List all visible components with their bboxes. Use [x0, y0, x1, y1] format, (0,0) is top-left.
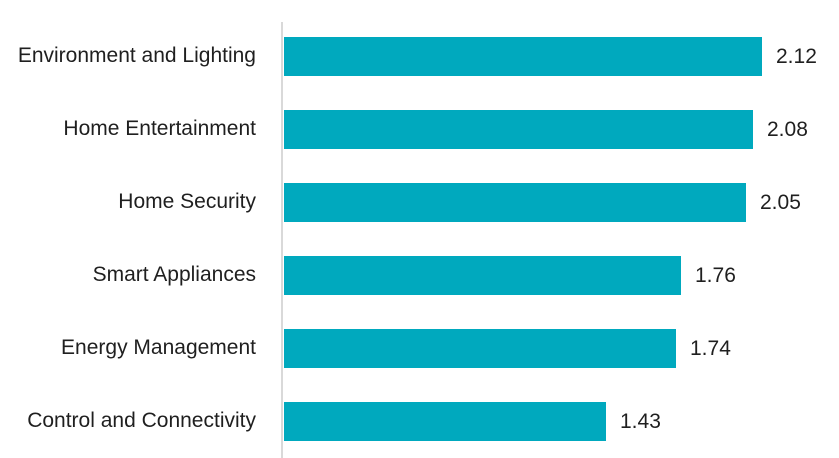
bar-zone: 1.76: [284, 256, 736, 295]
chart-row: Control and Connectivity 1.43: [0, 385, 839, 458]
chart-rows: Environment and Lighting 2.12 Home Enterta…: [0, 20, 839, 458]
chart-row: Smart Appliances 1.76: [0, 239, 839, 312]
category-label: Energy Management: [61, 336, 256, 360]
bar-zone: 1.74: [284, 329, 731, 368]
bar: [284, 402, 606, 441]
chart-row: Home Entertainment 2.08: [0, 93, 839, 166]
value-label: 2.12: [776, 44, 817, 68]
bar-zone: 2.08: [284, 110, 808, 149]
bar: [284, 183, 746, 222]
value-label: 1.76: [695, 263, 736, 287]
value-label: 2.08: [767, 117, 808, 141]
bar: [284, 329, 676, 368]
chart-row: Home Security 2.05: [0, 166, 839, 239]
value-label: 1.43: [620, 409, 661, 433]
bar-zone: 1.43: [284, 402, 661, 441]
category-label: Environment and Lighting: [17, 44, 256, 68]
value-label: 2.05: [760, 190, 801, 214]
bar: [284, 37, 762, 76]
category-label: Home Entertainment: [63, 117, 256, 141]
category-label: Control and Connectivity: [27, 409, 256, 433]
category-label: Home Security: [118, 190, 256, 214]
value-label: 1.74: [690, 336, 731, 360]
bar-zone: 2.05: [284, 183, 801, 222]
bar-zone: 2.12: [284, 37, 817, 76]
chart-row: Energy Management 1.74: [0, 312, 839, 385]
y-axis-line: [281, 22, 283, 458]
bar: [284, 110, 753, 149]
bar: [284, 256, 681, 295]
chart-row: Environment and Lighting 2.12: [0, 20, 839, 93]
category-label: Smart Appliances: [92, 263, 256, 287]
